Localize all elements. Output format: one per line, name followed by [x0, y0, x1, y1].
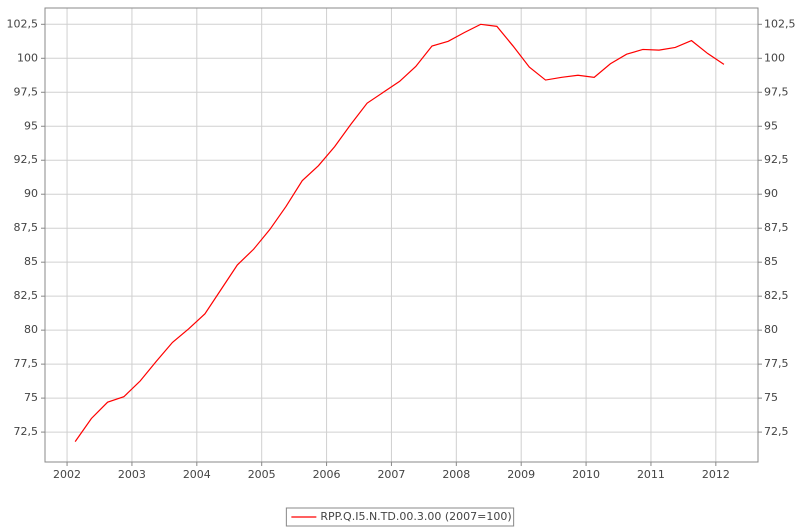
y2-tick-label: 90 [764, 187, 778, 200]
x-tick-label: 2012 [702, 468, 730, 481]
y-tick-label: 87,5 [14, 221, 39, 234]
plot-border [44, 7, 759, 463]
y2-tick-label: 102,5 [764, 17, 796, 30]
y2-tick-label: 100 [764, 51, 785, 64]
y2-tick-label: 80 [764, 323, 778, 336]
y2-tick-label: 75 [764, 391, 778, 404]
y2-tick-label: 82,5 [764, 289, 789, 302]
x-tick-label: 2003 [118, 468, 146, 481]
y-tick-label: 80 [24, 323, 38, 336]
x-tick-label: 2010 [572, 468, 600, 481]
x-tick-label: 2005 [248, 468, 276, 481]
y2-tick-label: 77,5 [764, 357, 789, 370]
y-tick-label: 72,5 [14, 425, 39, 438]
y-tick-label: 100 [17, 51, 38, 64]
x-tick-label: 2011 [637, 468, 665, 481]
y-tick-label: 77,5 [14, 357, 39, 370]
y2-tick-label: 92,5 [764, 153, 789, 166]
x-tick-label: 2002 [53, 468, 81, 481]
y2-tick-label: 97,5 [764, 85, 789, 98]
x-tick-label: 2004 [183, 468, 211, 481]
x-tick-label: 2009 [507, 468, 535, 481]
y2-tick-label: 87,5 [764, 221, 789, 234]
legend-box [285, 507, 515, 527]
x-tick-label: 2006 [313, 468, 341, 481]
y-tick-label: 85 [24, 255, 38, 268]
legend-label: RPP.Q.I5.N.TD.00.3.00 (2007=100) [320, 510, 511, 523]
y-tick-label: 97,5 [14, 85, 39, 98]
data-line [74, 23, 725, 442]
x-tick-label: 2007 [377, 468, 405, 481]
y2-tick-label: 95 [764, 119, 778, 132]
x-tick-label: 2008 [442, 468, 470, 481]
y-tick-label: 82,5 [14, 289, 39, 302]
y-tick-label: 90 [24, 187, 38, 200]
y-tick-label: 75 [24, 391, 38, 404]
y2-tick-label: 72,5 [764, 425, 789, 438]
y2-tick-label: 85 [764, 255, 778, 268]
y-tick-label: 92,5 [14, 153, 39, 166]
plot-area [45, 8, 758, 462]
y-tick-label: 95 [24, 119, 38, 132]
y-tick-label: 102,5 [7, 17, 39, 30]
